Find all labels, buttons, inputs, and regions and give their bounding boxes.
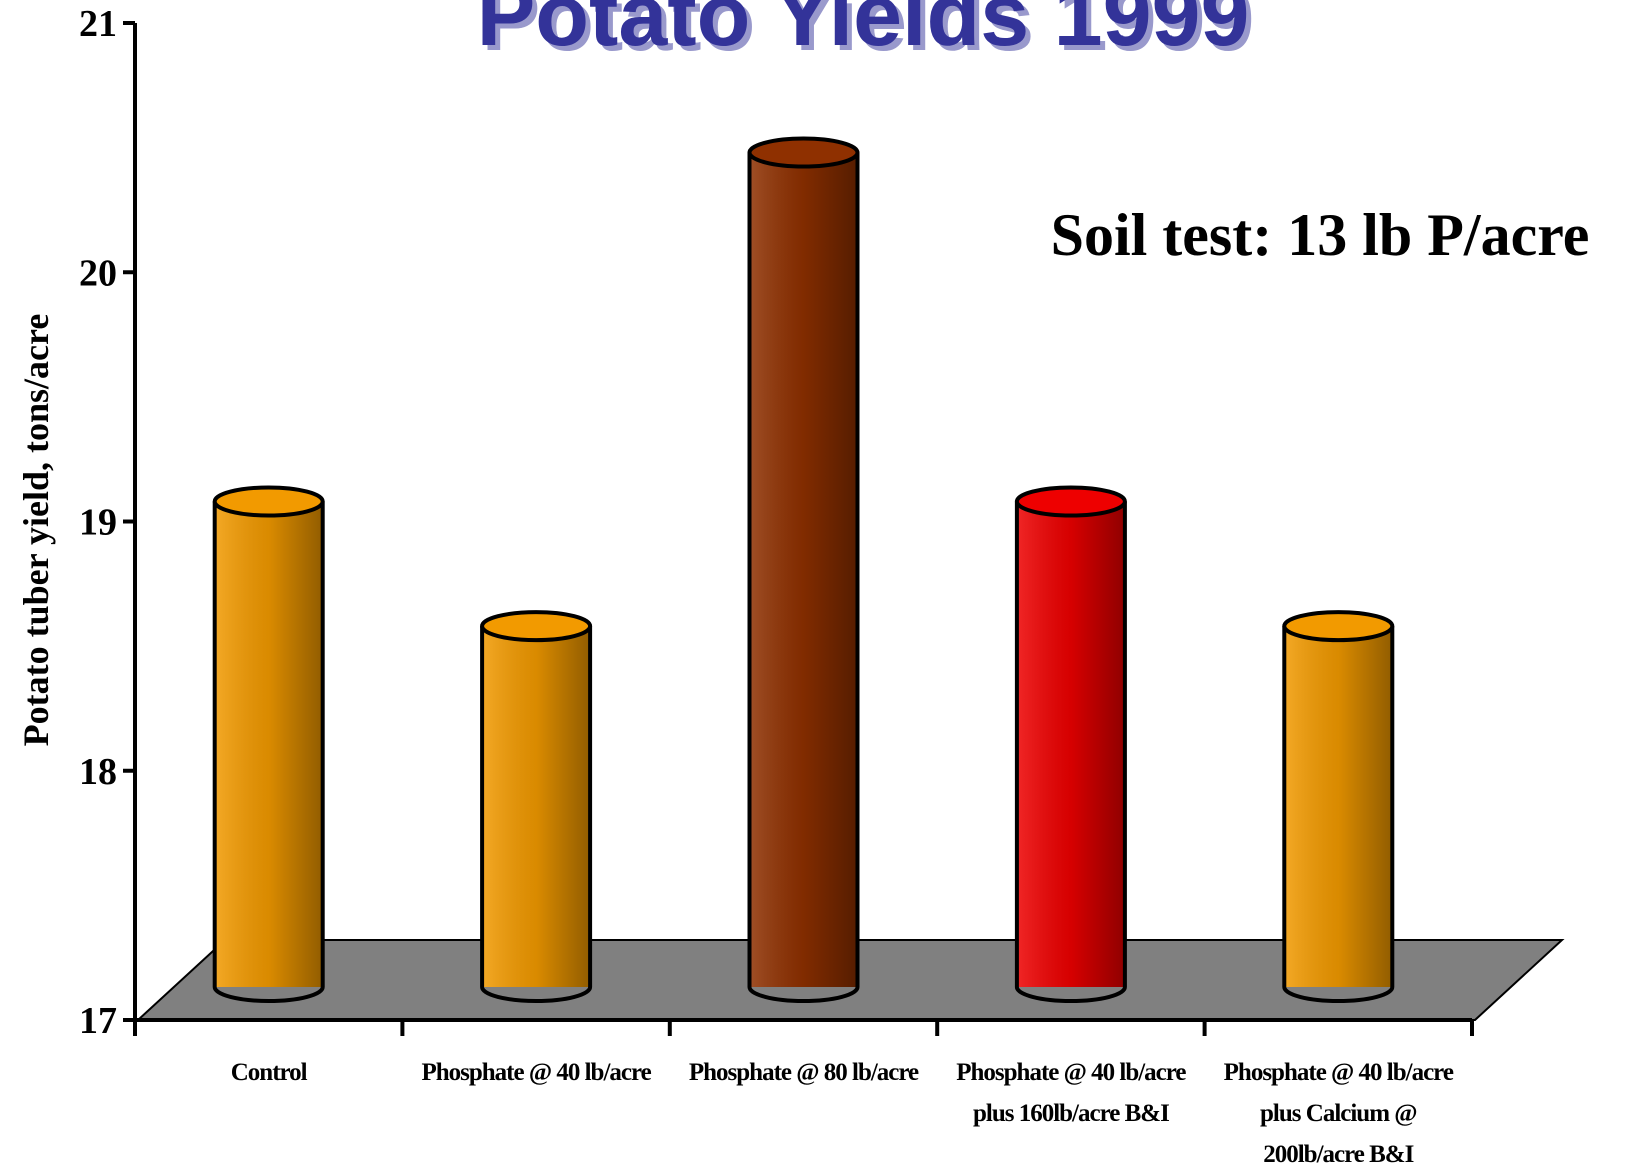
bar-bottom	[747, 986, 860, 1003]
bar-shade	[749, 152, 858, 988]
bar-bottom	[1014, 986, 1127, 1003]
annotation: Soil test: 13 lb P/acre	[1051, 202, 1590, 268]
bar-bottom	[480, 986, 593, 1003]
y-tick-label: 17	[79, 1000, 117, 1042]
bar-bottom	[1282, 986, 1395, 1003]
bar-top	[480, 610, 593, 643]
chart-title: Potato Yields 1999	[477, 0, 1250, 64]
bar-top	[747, 136, 860, 169]
x-tick-label: Phosphate @ 80 lb/acre	[688, 1059, 919, 1086]
bar-shade	[1016, 501, 1125, 987]
y-tick-label: 20	[79, 252, 117, 294]
bar-bottom	[212, 986, 325, 1003]
x-tick-label: Phosphate @ 40 lb/acre plus 160lb/acre B…	[956, 1059, 1186, 1127]
y-axis-label: Potato tuber yield, tons/acre	[16, 314, 56, 747]
bar-shade	[214, 501, 323, 987]
y-tick-label: 19	[79, 502, 117, 544]
bar-shade	[1284, 626, 1393, 987]
bar-top	[1282, 610, 1395, 643]
x-tick-label: Phosphate @ 40 lb/acre	[421, 1059, 651, 1086]
bar-top	[1014, 485, 1127, 518]
bar-shade	[482, 626, 591, 987]
x-tick-label: Control	[230, 1059, 308, 1086]
y-tick-label: 21	[79, 3, 117, 45]
x-tick-label: Phosphate @ 40 lb/acre plus Calcium @ 20…	[1223, 1059, 1454, 1168]
title-shadow: Potato Yields 1999	[482, 0, 1255, 69]
y-tick-label: 18	[79, 751, 117, 793]
bar-top	[212, 485, 325, 518]
